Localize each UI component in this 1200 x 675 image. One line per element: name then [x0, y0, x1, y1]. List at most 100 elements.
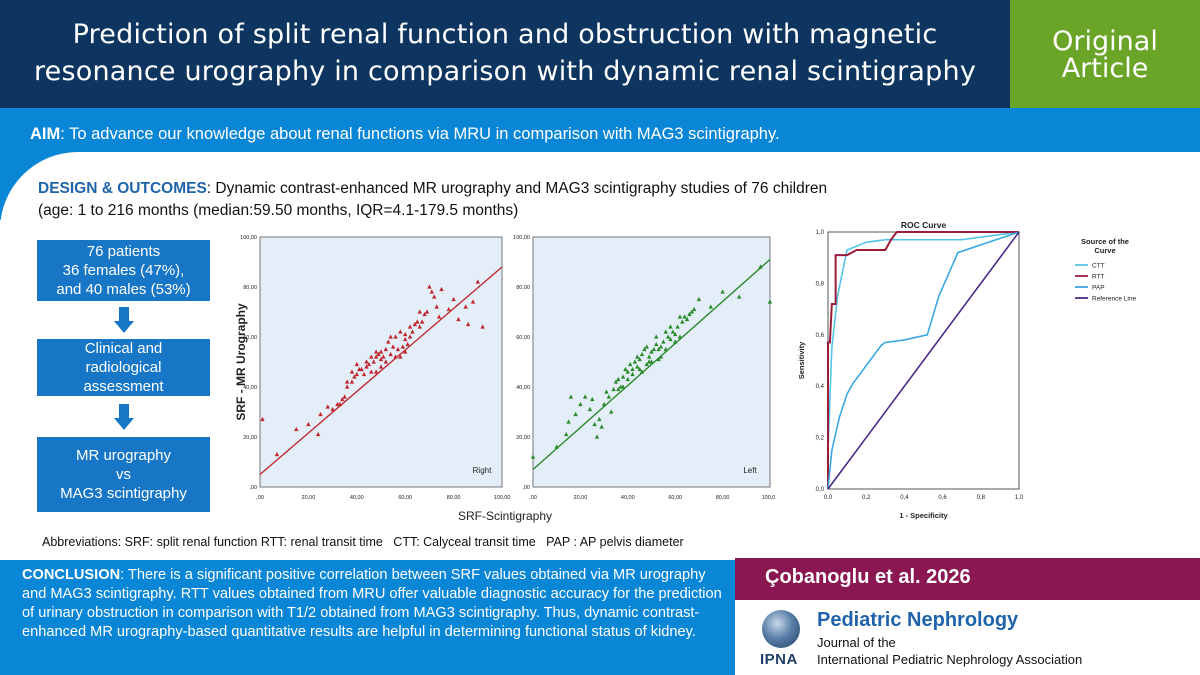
right-y-tick-label: ,00	[249, 485, 257, 491]
left-data-point	[568, 394, 574, 399]
left-data-point	[656, 356, 661, 362]
right-data-point	[446, 306, 451, 312]
left-data-point	[592, 421, 597, 427]
conclusion-body: : There is a significant positive correl…	[22, 567, 722, 640]
left-data-point	[651, 346, 657, 352]
right-data-point	[432, 294, 437, 299]
roc-x-tick-label: 0,4	[900, 495, 909, 501]
left-x-tick-label: 20,00	[574, 495, 588, 501]
left-data-point	[630, 366, 635, 372]
left-data-point	[654, 334, 659, 339]
design-line-1: : Dynamic contrast-enhanced MR urography…	[206, 180, 828, 197]
left-data-point	[616, 386, 621, 392]
roc-legend-label: CTT	[1092, 263, 1105, 270]
flow-box-assessment: Clinical and radiological assessment	[37, 339, 210, 396]
right-data-point	[480, 324, 485, 329]
roc-legend-label: Reference Line	[1092, 296, 1136, 303]
left-data-point	[611, 386, 616, 392]
left-data-point	[590, 396, 595, 402]
left-data-point	[642, 346, 647, 352]
right-data-point	[260, 416, 265, 422]
right-data-point	[412, 321, 418, 327]
right-data-point	[306, 421, 311, 427]
right-y-tick-label: 40,00	[243, 385, 257, 391]
left-y-tick-label: 40,00	[516, 385, 530, 391]
right-data-point	[415, 319, 420, 324]
left-data-point	[644, 361, 649, 367]
left-data-point	[646, 359, 652, 364]
left-data-point	[609, 409, 614, 414]
left-data-point	[599, 424, 604, 429]
left-data-point	[620, 384, 626, 389]
left-data-point	[675, 324, 680, 329]
right-y-tick-label: 100,00	[240, 235, 257, 241]
right-data-point	[352, 374, 357, 379]
roc-legend-title: Source of the	[1081, 237, 1129, 246]
right-data-point	[386, 339, 391, 344]
roc-x-tick-label: 1,0	[1015, 495, 1024, 501]
roc-x-axis-title: 1 - Specificity	[899, 511, 948, 520]
left-x-tick-label: 80,00	[716, 495, 730, 501]
left-x-tick-label: 100,00	[762, 495, 775, 501]
roc-x-tick-label: 0,0	[824, 495, 833, 501]
left-data-point	[668, 324, 673, 329]
right-data-point	[383, 359, 389, 364]
left-data-point	[658, 344, 664, 349]
right-data-point	[403, 336, 408, 342]
left-x-tick-label: ,00	[529, 495, 537, 501]
right-plot-area	[259, 236, 503, 488]
scatter-charts: ,00 ,00 20,00 20,00 40,00 40,00 60,00 60,00 80,0…	[234, 235, 775, 523]
right-data-point	[456, 316, 461, 322]
right-data-point	[470, 299, 476, 304]
title-line-1: Prediction of split renal function and o…	[72, 19, 938, 50]
right-data-point	[342, 394, 347, 399]
right-data-point	[340, 396, 345, 402]
right-data-point	[325, 404, 330, 409]
left-data-point	[673, 339, 678, 344]
right-data-point	[436, 314, 442, 319]
left-data-point	[566, 419, 571, 424]
right-data-point	[422, 311, 427, 317]
left-data-point	[682, 314, 687, 319]
roc-x-tick-label: 0,6	[938, 495, 947, 501]
left-data-point	[658, 354, 664, 359]
globe-logo-icon	[762, 610, 800, 648]
left-fit-line	[532, 258, 771, 471]
left-data-point	[689, 309, 694, 314]
right-x-tick-label: 40,00	[350, 495, 364, 501]
left-data-point	[594, 434, 600, 439]
journal-name: Pediatric Nephrology	[817, 609, 1019, 631]
right-data-point	[405, 341, 410, 347]
left-data-point	[639, 351, 645, 357]
left-data-point	[563, 431, 569, 437]
left-y-tick-label: 100,00	[513, 235, 530, 241]
conclusion-box	[0, 560, 735, 675]
right-data-point	[465, 321, 471, 327]
right-data-point	[398, 354, 403, 359]
left-data-point	[637, 366, 642, 372]
left-data-point	[663, 346, 668, 352]
left-data-point	[578, 401, 583, 407]
left-data-point	[635, 354, 640, 359]
flow-box-comparison: MR urography vs MAG3 scintigraphy	[37, 437, 210, 512]
left-data-point	[670, 329, 676, 334]
left-data-point	[637, 356, 642, 362]
roc-x-tick-label: 0,2	[862, 495, 871, 501]
left-data-point	[632, 359, 638, 364]
right-data-point	[373, 369, 379, 374]
right-data-point	[378, 364, 384, 369]
roc-y-tick-label: 0,6	[816, 333, 825, 339]
right-y-tick-label: 60,00	[243, 335, 257, 341]
arrow-down-icon	[114, 307, 134, 333]
abbreviations: Abbreviations: SRF: split renal function…	[42, 535, 684, 549]
right-data-point	[424, 309, 430, 314]
design-outcomes: DESIGN & OUTCOMES: Dynamic contrast-enha…	[38, 178, 858, 222]
badge-line-2: Article	[1061, 53, 1149, 84]
left-data-point	[554, 444, 559, 449]
right-data-point	[395, 346, 401, 352]
left-data-point	[661, 339, 666, 344]
left-data-point	[736, 294, 742, 299]
right-data-point	[337, 401, 343, 407]
roc-y-tick-label: 1,0	[816, 230, 825, 236]
left-data-point	[656, 346, 661, 352]
